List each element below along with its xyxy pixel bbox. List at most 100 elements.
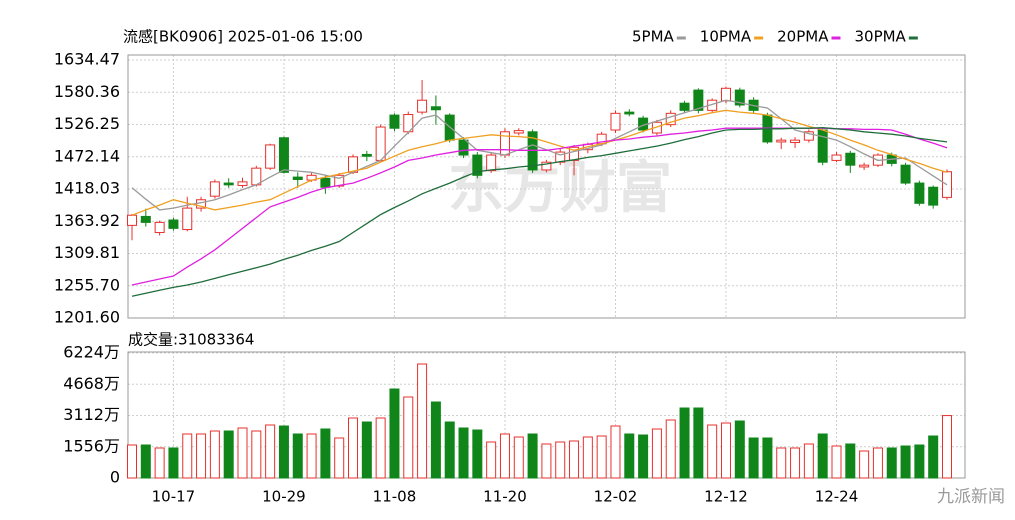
volume-bar [596,435,607,479]
y-tick-label: 1418.03 [54,179,120,198]
candle-body [292,176,303,180]
candle-body [665,112,676,126]
candle-body [803,131,814,141]
legend-label: 30PMA [854,28,906,46]
volume-bar [651,428,662,479]
y-tick-label: 1526.25 [54,114,120,133]
volume-bar [265,424,276,479]
volume-bar [458,427,469,479]
volume-bar [140,444,151,479]
x-tick-label: 12-12 [704,488,748,506]
volume-bar [334,437,345,479]
volume-bar [251,430,262,479]
volume-bar [444,421,455,479]
volume-bar [942,415,952,479]
volume-bar [790,447,801,479]
volume-bar [859,450,870,479]
volume-bar [914,444,925,479]
volume-bar [486,441,497,479]
candle-body [417,99,428,113]
x-tick-label: 10-17 [152,488,196,506]
y-tick-label: 0 [110,468,120,487]
y-tick-label: 1580.36 [54,82,120,101]
candle-body [154,221,165,234]
volume-bar [872,447,883,479]
legend-label: 10PMA [700,28,752,46]
y-tick-label: 1472.14 [54,146,120,165]
x-tick-label: 12-24 [815,488,859,506]
volume-bar [196,433,207,479]
volume-bar [223,430,234,479]
volume-bar [610,425,621,479]
y-tick-label: 3112万 [63,405,120,424]
candle-body [734,89,745,106]
candle-body [265,144,276,169]
volume-bar [762,437,773,479]
volume-bar [693,407,704,479]
volume-bar [278,425,289,479]
candle-body [140,215,151,223]
candle-body [900,164,911,184]
ma-line [131,99,948,211]
volume-bar [555,441,566,479]
y-tick-label: 1634.47 [54,50,120,69]
volume-bar [472,429,483,479]
volume-bar [389,388,400,479]
y-tick-label: 6224万 [63,343,120,362]
volume-bar [541,443,552,479]
volume-bar [499,433,510,479]
candle-body [831,154,842,161]
volume-bar [306,433,317,479]
volume-bar [817,433,828,479]
candle-body [223,182,234,186]
candle-body [845,152,856,166]
volume-bar [237,427,248,479]
volume-bar [513,436,524,479]
candle-body [513,130,524,134]
x-tick-label: 11-08 [373,488,417,506]
candle-body [914,182,925,204]
candle-body [209,181,220,197]
volume-bar [348,417,359,479]
price-panel-frame [127,54,966,319]
volume-bar [527,433,538,479]
y-tick-label: 1309.81 [54,243,120,262]
candle-body [361,153,372,157]
ma-line [131,126,948,297]
legend-label: 5PMA [632,28,675,46]
volume-bar [182,433,193,479]
volume-bar [403,396,414,479]
candle-body [817,129,828,163]
candle-body [237,181,248,186]
candle-body [720,87,731,102]
candle-body [624,111,635,115]
volume-bar [900,445,911,479]
volume-bar [707,424,718,479]
candle-body [610,112,621,131]
y-tick-label: 1201.60 [54,308,120,327]
ma-line [131,109,948,216]
volume-bar [638,434,649,479]
volume-bar [928,435,939,479]
candle-body [182,207,193,231]
volume-bar [734,420,745,479]
candle-body [375,126,386,161]
x-tick-label: 10-29 [262,488,306,506]
volume-bar [845,443,856,479]
candle-body [458,139,469,156]
volume-bar [569,440,580,479]
volume-bar [582,436,593,479]
candle-body [790,139,801,144]
x-tick-label: 12-02 [594,488,638,506]
volume-bar [803,443,814,479]
volume-bar [886,447,897,479]
chart-title: 流感[BK0906] 2025-01-06 15:00 [123,28,363,46]
volume-bar [127,444,137,479]
candle-body [541,161,552,171]
x-tick-label: 11-20 [483,488,527,506]
candle-body [776,139,787,143]
volume-bar [209,430,220,479]
volume-bar [430,401,441,479]
